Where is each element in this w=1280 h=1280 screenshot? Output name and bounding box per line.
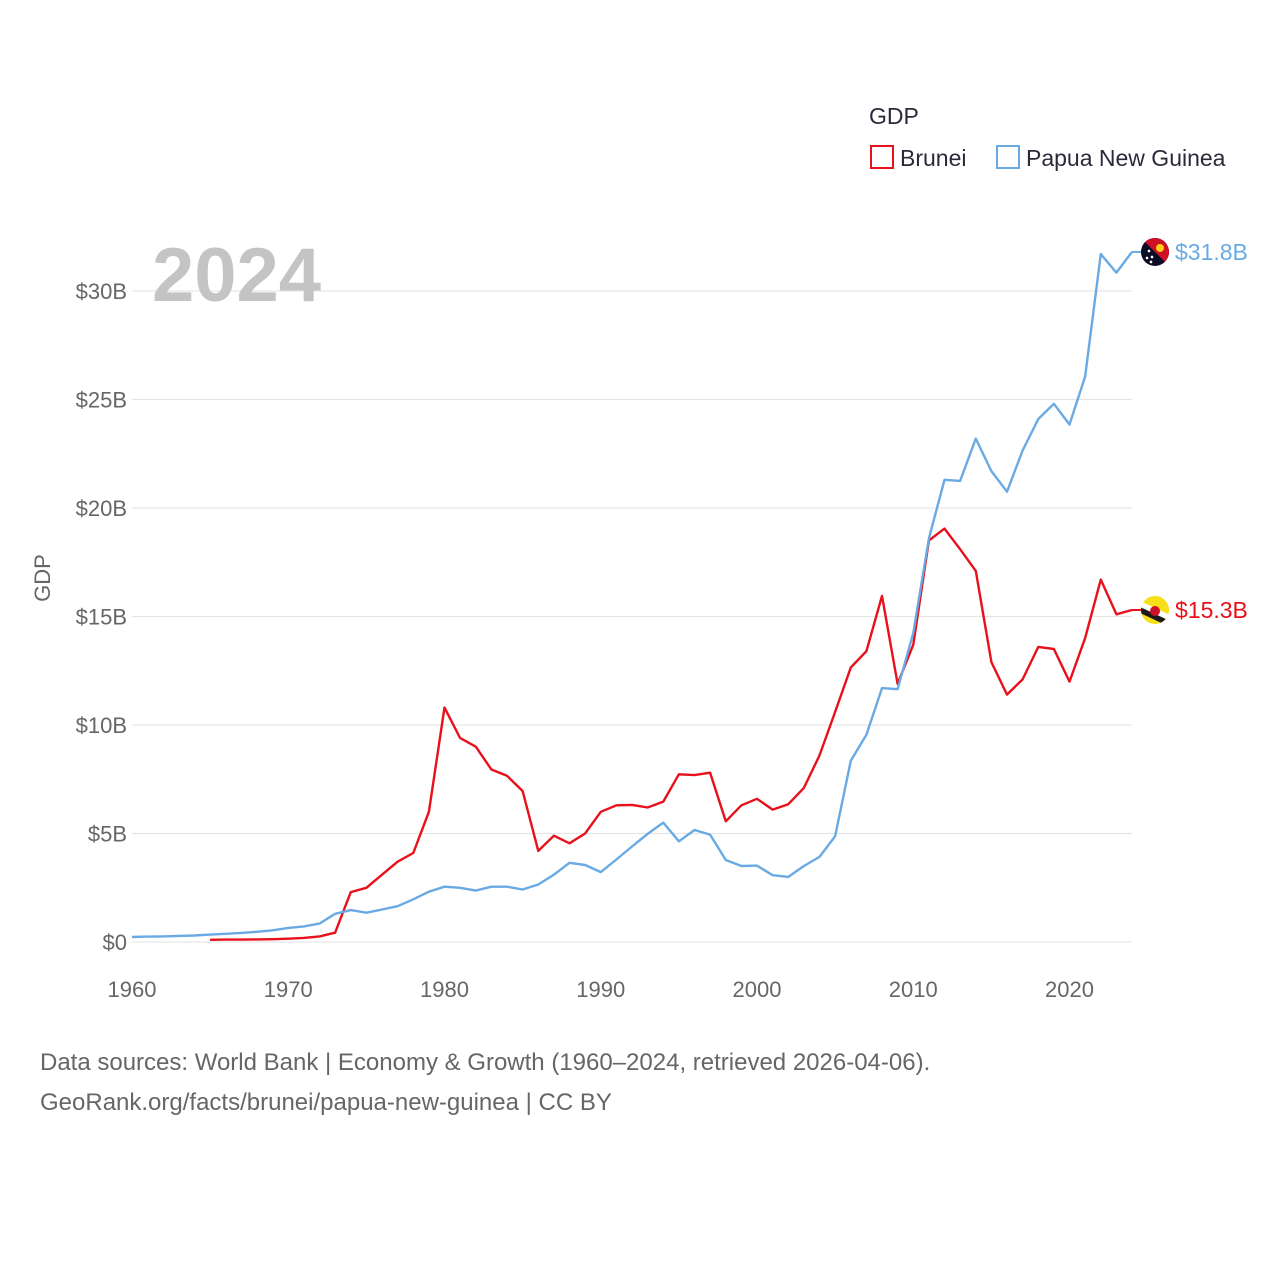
series-line-brunei[interactable] [210, 527, 1133, 941]
x-tick-label: 1970 [264, 977, 313, 1002]
y-tick-label: $25B [76, 388, 127, 413]
x-tick-label: 1980 [420, 977, 469, 1002]
year-label: 2024 [152, 233, 321, 318]
y-axis-ticks: $0 $5B $10B $15B $20B $25B $30B [76, 279, 127, 955]
legend-label[interactable]: Papua New Guinea [1026, 145, 1226, 171]
legend-label[interactable]: Brunei [900, 145, 966, 171]
legend-swatch[interactable] [870, 145, 894, 169]
brunei-flag-icon [1141, 595, 1169, 624]
end-labels: $15.3B $31.8B [1132, 237, 1248, 624]
legend-title: GDP [869, 103, 919, 129]
y-tick-label: $30B [76, 279, 127, 304]
series-lines [131, 251, 1133, 941]
y-tick-label: $15B [76, 605, 127, 630]
y-axis-label: GDP [30, 554, 55, 602]
source-line: Data sources: World Bank | Economy & Gro… [40, 1049, 931, 1076]
legend-swatch[interactable] [996, 145, 1020, 169]
x-tick-label: 2020 [1045, 977, 1094, 1002]
y-tick-label: $0 [103, 930, 127, 955]
source-url-line[interactable]: GeoRank.org/facts/brunei/papua-new-guine… [40, 1089, 612, 1116]
series-line-papua-new-guinea[interactable] [131, 251, 1133, 939]
source-note: Data sources: World Bank | Economy & Gro… [40, 1043, 1240, 1123]
y-tick-label: $5B [88, 822, 127, 847]
y-tick-label: $10B [76, 713, 127, 738]
legend[interactable]: GDP Brunei Papua New Guinea [869, 103, 1226, 171]
x-tick-label: 1990 [576, 977, 625, 1002]
gridlines [132, 290, 1132, 943]
x-tick-label: 2000 [733, 977, 782, 1002]
x-tick-label: 2010 [889, 977, 938, 1002]
y-tick-label: $20B [76, 496, 127, 521]
end-value-label: $15.3B [1175, 597, 1248, 623]
end-value-label: $31.8B [1175, 239, 1248, 265]
papua-new-guinea-flag-icon [1141, 237, 1169, 266]
x-axis-ticks: 1960 1970 1980 1990 2000 2010 2020 [108, 977, 1094, 1002]
x-tick-label: 1960 [108, 977, 157, 1002]
